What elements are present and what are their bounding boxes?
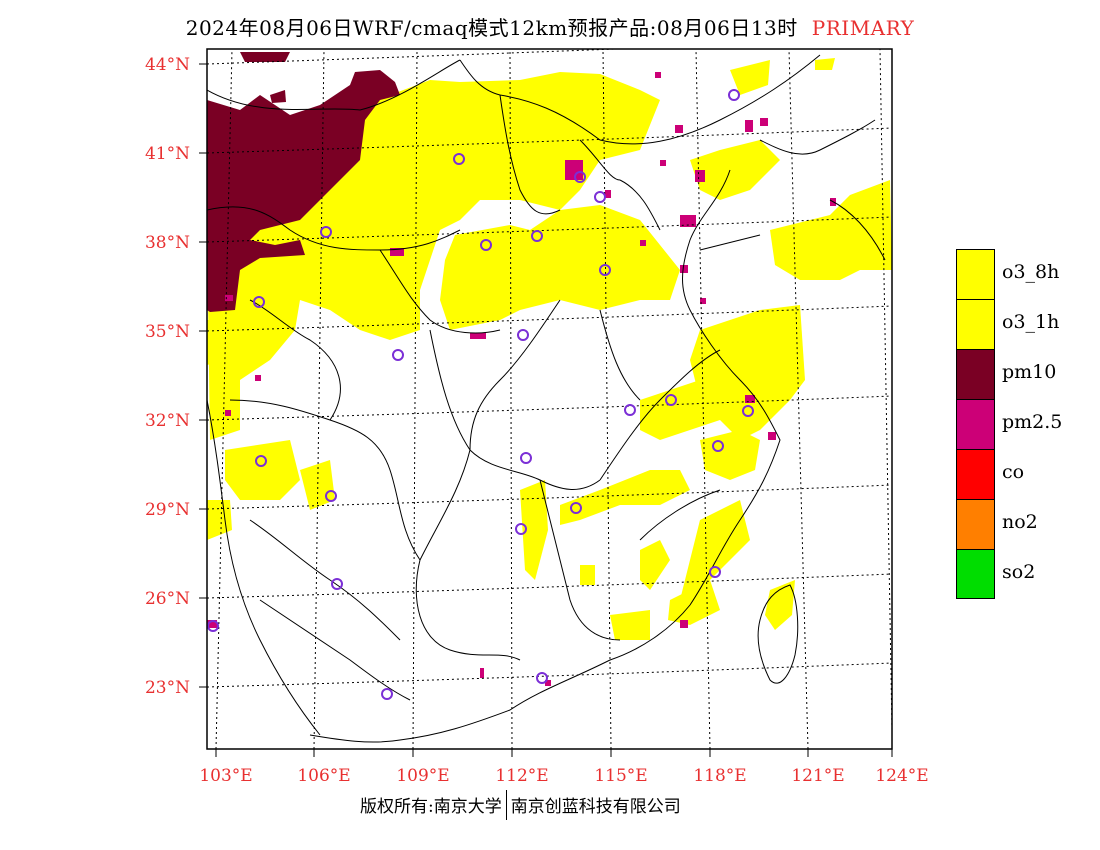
lon-label-121: 121°E [791, 766, 845, 786]
lat-label-35: 35°N [144, 322, 190, 342]
lon-label-112: 112°E [495, 766, 549, 786]
lat-label-38: 38°N [144, 233, 190, 253]
lat-label-29: 29°N [144, 500, 190, 520]
lat-label-23: 23°N [144, 678, 190, 698]
lon-label-124: 124°E [875, 766, 929, 786]
pm10-region [207, 52, 400, 312]
legend-swatch [956, 449, 995, 499]
lat-label-26: 26°N [144, 589, 190, 609]
footer-left: 版权所有:南京大学 [360, 797, 502, 817]
lon-label-109: 109°E [396, 766, 450, 786]
title-main: 2024年08月06日WRF/cmaq模式12km预报产品:08月06日13时 [185, 16, 798, 40]
legend-swatch [956, 249, 995, 299]
pm25-spots [207, 72, 836, 686]
lon-label-106: 106°E [297, 766, 351, 786]
legend-label: co [1002, 461, 1025, 483]
legend-label: pm2.5 [1002, 411, 1063, 433]
legend-label: pm10 [1002, 361, 1057, 383]
lon-label-115: 115°E [594, 766, 648, 786]
lat-label-41: 41°N [144, 144, 190, 164]
map-title: 2024年08月06日WRF/cmaq模式12km预报产品:08月06日13时 P… [0, 12, 1100, 41]
graticule [207, 49, 892, 749]
copyright-footer: 版权所有:南京大学 南京创蓝科技有限公司 [360, 790, 681, 820]
legend-label: so2 [1002, 561, 1036, 583]
footer-right: 南京创蓝科技有限公司 [510, 797, 681, 817]
station-markers [207, 89, 754, 700]
lon-label-103: 103°E [199, 766, 253, 786]
legend-label: no2 [1002, 511, 1038, 533]
boundaries [207, 54, 886, 743]
lat-label-44: 44°N [144, 55, 190, 75]
legend-swatch [956, 499, 995, 549]
legend-label: o3_1h [1002, 311, 1060, 333]
axis-ticks [199, 63, 893, 757]
lon-label-118: 118°E [693, 766, 747, 786]
legend-swatch [956, 299, 995, 349]
map-frame [206, 48, 893, 750]
lat-label-32: 32°N [144, 411, 190, 431]
title-tag: PRIMARY [811, 16, 915, 40]
legend-swatch [956, 399, 995, 449]
legend-swatch [956, 549, 995, 599]
footer-separator [505, 790, 507, 820]
legend-label: o3_8h [1002, 261, 1060, 283]
legend-swatch [956, 349, 995, 399]
